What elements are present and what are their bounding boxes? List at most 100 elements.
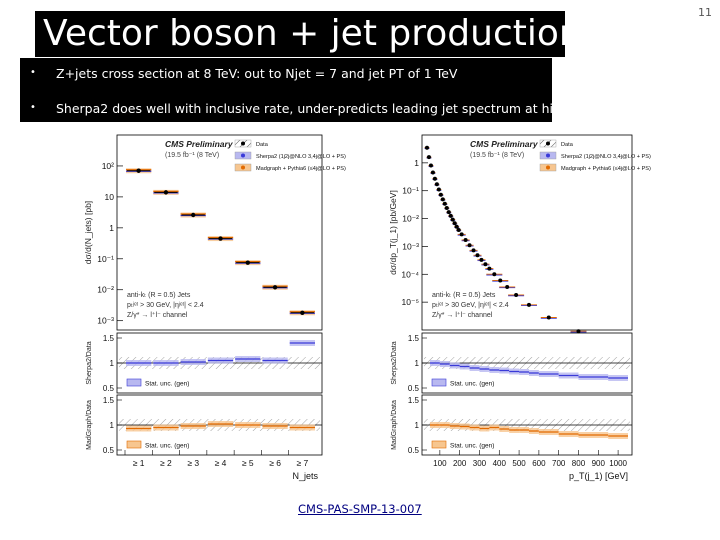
chart-title: CMS Preliminary bbox=[165, 139, 234, 149]
legend-marker bbox=[546, 165, 550, 170]
ratio-legend-label: Stat. unc. (gen) bbox=[450, 443, 494, 450]
main-panel-frame bbox=[116, 134, 323, 331]
x-tick-label: ≥ 5 bbox=[242, 458, 254, 468]
x-tick-label: 200 bbox=[453, 459, 467, 468]
legend-marker bbox=[241, 153, 245, 158]
data-point bbox=[191, 212, 196, 218]
y-tick-label: 10⁻¹ bbox=[402, 186, 419, 196]
legend-marker bbox=[546, 153, 550, 158]
data-point bbox=[456, 227, 461, 232]
data-point bbox=[479, 257, 484, 262]
y-tick-label: 10⁻¹ bbox=[97, 254, 114, 264]
legend-marker bbox=[241, 141, 245, 146]
data-point bbox=[438, 192, 443, 197]
ratio-y-tick-label: 1 bbox=[110, 421, 115, 430]
title-bar: Vector boson + jet production bbox=[35, 11, 582, 57]
chart-annotation: anti-kₜ (R = 0.5) Jets bbox=[432, 292, 496, 299]
ratio-legend-swatch bbox=[126, 440, 142, 449]
ratio-y-tick-label: 1.5 bbox=[103, 396, 115, 405]
data-point bbox=[475, 253, 480, 258]
x-tick-label: 1000 bbox=[609, 459, 627, 468]
ratio-y-label: MadGraph/Data bbox=[86, 400, 93, 450]
chart-annotation: pₜʲᵉᵗ > 30 GeV, |ηʲᵉᵗ| < 2.4 bbox=[127, 302, 204, 309]
data-point bbox=[163, 190, 169, 195]
x-tick-label: ≥ 1 bbox=[133, 458, 145, 468]
ratio-y-tick-label: 0.5 bbox=[103, 446, 115, 455]
y-tick-label: 10⁻³ bbox=[402, 241, 419, 251]
x-tick-label: 400 bbox=[493, 459, 507, 468]
x-tick-label: 300 bbox=[473, 459, 487, 468]
bullet-text: Sherpa2 does well with inclusive rate, u… bbox=[56, 101, 608, 116]
y-tick-label: 10 bbox=[105, 192, 115, 202]
data-point bbox=[505, 284, 510, 289]
reference-link[interactable]: CMS-PAS-SMP-13-007 bbox=[298, 502, 422, 516]
chart-subtitle: (19.5 fb⁻¹ (8 TeV) bbox=[165, 152, 219, 159]
data-point bbox=[546, 315, 551, 320]
data-point bbox=[442, 201, 447, 206]
ratio-y-tick-label: 0.5 bbox=[408, 446, 420, 455]
ratio-y-tick-label: 1 bbox=[415, 421, 420, 430]
x-axis-label: p_T(j_1) [GeV] bbox=[569, 471, 628, 481]
data-point bbox=[467, 243, 472, 248]
slide-number: 11 bbox=[698, 6, 712, 19]
data-point bbox=[426, 155, 431, 160]
data-point bbox=[463, 238, 468, 243]
data-point bbox=[514, 293, 519, 298]
legend-marker bbox=[546, 141, 550, 146]
data-point bbox=[498, 278, 503, 283]
data-point bbox=[450, 217, 455, 222]
chart-annotation: Z/γ* → l⁺l⁻ channel bbox=[432, 311, 493, 319]
ratio-y-tick-label: 1 bbox=[415, 359, 420, 368]
y-axis-label: dσ/d(N_jets) [pb] bbox=[83, 201, 93, 264]
legend-label: Madgraph + Pythia6 (≤4j@LO + PS) bbox=[256, 166, 346, 172]
ratio-y-tick-label: 0.5 bbox=[408, 384, 420, 393]
data-point bbox=[454, 224, 459, 229]
ratio-y-label: Sherpa2/Data bbox=[391, 341, 398, 384]
slide-title: Vector boson + jet production bbox=[43, 13, 582, 54]
data-point bbox=[432, 176, 437, 181]
ratio-legend-label: Stat. unc. (gen) bbox=[145, 443, 189, 450]
ratio-y-label: MadGraph/Data bbox=[391, 400, 398, 450]
chart-annotation: anti-kₜ (R = 0.5) Jets bbox=[127, 292, 191, 299]
data-point bbox=[218, 236, 223, 241]
data-point bbox=[471, 248, 476, 253]
y-tick-label: 10⁻² bbox=[402, 214, 419, 224]
data-point bbox=[136, 168, 141, 173]
y-tick-label: 10⁻² bbox=[97, 285, 114, 295]
legend-label: Madgraph + Pythia6 (≤4j@LO + PS) bbox=[561, 166, 651, 172]
x-tick-label: ≥ 2 bbox=[160, 458, 172, 468]
data-point bbox=[440, 197, 445, 202]
ratio-y-label: Sherpa2/Data bbox=[86, 341, 93, 384]
y-tick-label: 10² bbox=[102, 161, 114, 171]
ratio-y-tick-label: 1.5 bbox=[103, 334, 115, 343]
data-point bbox=[434, 182, 439, 187]
bullet-dot: • bbox=[30, 102, 36, 113]
chart-title: CMS Preliminary bbox=[470, 139, 539, 149]
chart-subtitle: (19.5 fb⁻¹ (8 TeV) bbox=[470, 152, 524, 159]
y-tick-label: 1 bbox=[109, 223, 114, 233]
legend-marker bbox=[241, 165, 245, 170]
ratio-y-tick-label: 0.5 bbox=[103, 384, 115, 393]
y-tick-label: 10⁻⁵ bbox=[402, 297, 419, 307]
data-point bbox=[487, 266, 492, 271]
data-point bbox=[446, 210, 451, 215]
data-point bbox=[428, 163, 433, 168]
data-point bbox=[424, 145, 429, 150]
data-point bbox=[245, 260, 250, 265]
data-point bbox=[576, 329, 581, 334]
y-tick-label: 10⁻⁴ bbox=[401, 269, 419, 279]
data-point bbox=[272, 285, 278, 290]
ratio-y-tick-label: 1.5 bbox=[408, 396, 420, 405]
legend-label: Sherpa2 (1j2j@NLO 3,4j@LO + PS) bbox=[256, 154, 346, 160]
ratio-y-tick-label: 1 bbox=[110, 359, 115, 368]
x-tick-label: ≥ 3 bbox=[187, 458, 199, 468]
chart-annotation: pₜʲᵉᵗ > 30 GeV, |ηʲᵉᵗ| < 2.4 bbox=[432, 302, 509, 309]
data-point bbox=[459, 232, 464, 237]
ratio-legend-swatch bbox=[431, 440, 447, 449]
data-point bbox=[300, 310, 305, 315]
data-point bbox=[436, 187, 441, 192]
legend-label: Data bbox=[256, 142, 269, 148]
legend-label: Sherpa2 (1j2j@NLO 3,4j@LO + PS) bbox=[561, 154, 651, 160]
x-tick-label: ≥ 7 bbox=[296, 458, 308, 468]
cms-plots: CMS Preliminary (19.5 fb⁻¹ (8 TeV) Data She… bbox=[83, 134, 651, 481]
